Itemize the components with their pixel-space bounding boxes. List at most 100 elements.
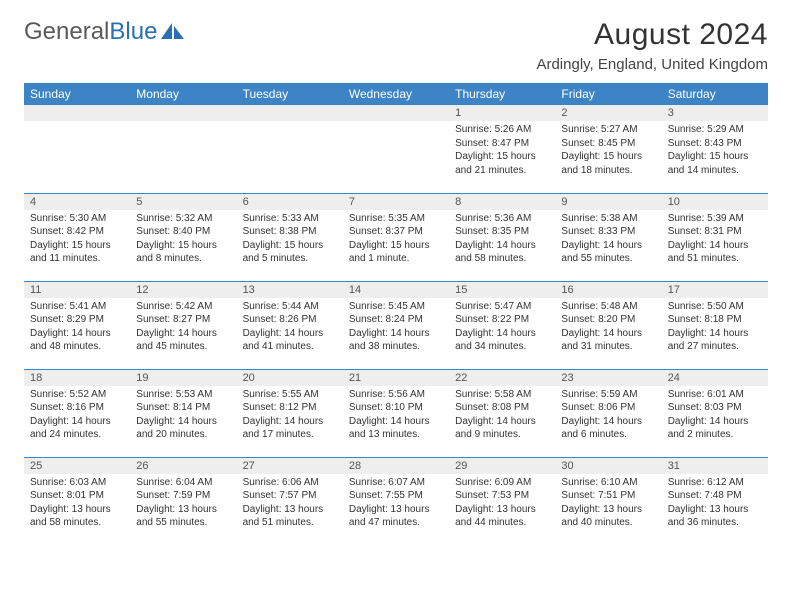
day-details: Sunrise: 5:32 AMSunset: 8:40 PMDaylight:… — [130, 212, 236, 266]
day-details: Sunrise: 5:47 AMSunset: 8:22 PMDaylight:… — [449, 300, 555, 354]
day-number-bar — [237, 105, 343, 121]
daylight-line: Daylight: 14 hours and 6 minutes. — [561, 415, 655, 442]
day-number-bar: 26 — [130, 458, 236, 474]
calendar-cell: 30Sunrise: 6:10 AMSunset: 7:51 PMDayligh… — [555, 457, 661, 545]
daylight-line: Daylight: 14 hours and 45 minutes. — [136, 327, 230, 354]
day-details: Sunrise: 5:59 AMSunset: 8:06 PMDaylight:… — [555, 388, 661, 442]
calendar-cell: 21 Sunrise: 5:56 AMSunset: 8:10 PMDayligh… — [343, 369, 449, 457]
logo-text-2: Blue — [109, 18, 157, 46]
daylight-line: Daylight: 15 hours and 8 minutes. — [136, 239, 230, 266]
sunrise-line: Sunrise: 5:38 AM — [561, 212, 655, 226]
calendar-cell: 6Sunrise: 5:33 AMSunset: 8:38 PMDaylight… — [237, 193, 343, 281]
day-details: Sunrise: 6:03 AMSunset: 8:01 PMDaylight:… — [24, 476, 130, 530]
calendar-cell — [130, 105, 236, 193]
day-number-bar: 16 — [555, 282, 661, 298]
logo-text-1: General — [24, 18, 109, 46]
sunrise-line: Sunrise: 5:45 AM — [349, 300, 443, 314]
sunset-line: Sunset: 8:29 PM — [30, 313, 124, 327]
day-number-bar: 15 — [449, 282, 555, 298]
sunrise-line: Sunrise: 6:03 AM — [30, 476, 124, 490]
calendar-cell: 16 Sunrise: 5:48 AMSunset: 8:20 PMDayligh… — [555, 281, 661, 369]
sunrise-line: Sunrise: 5:39 AM — [668, 212, 762, 226]
calendar-cell: 10 Sunrise: 5:39 AMSunset: 8:31 PMDayligh… — [662, 193, 768, 281]
sunrise-line: Sunrise: 5:36 AM — [455, 212, 549, 226]
day-details: Sunrise: 5:38 AMSunset: 8:33 PMDaylight:… — [555, 212, 661, 266]
calendar-cell: 15 Sunrise: 5:47 AMSunset: 8:22 PMDayligh… — [449, 281, 555, 369]
day-details: Sunrise: 5:35 AMSunset: 8:37 PMDaylight:… — [343, 212, 449, 266]
sunrise-line: Sunrise: 5:33 AM — [243, 212, 337, 226]
day-number-bar: 17 — [662, 282, 768, 298]
calendar-cell: 22Sunrise: 5:58 AMSunset: 8:08 PMDayligh… — [449, 369, 555, 457]
daylight-line: Daylight: 14 hours and 24 minutes. — [30, 415, 124, 442]
day-details: Sunrise: 5:33 AMSunset: 8:38 PMDaylight:… — [237, 212, 343, 266]
sunset-line: Sunset: 8:03 PM — [668, 401, 762, 415]
calendar-cell: 4Sunrise: 5:30 AMSunset: 8:42 PMDaylight… — [24, 193, 130, 281]
day-number-bar: 2 — [555, 105, 661, 121]
day-details: Sunrise: 5:50 AMSunset: 8:18 PMDaylight:… — [662, 300, 768, 354]
day-details: Sunrise: 5:36 AMSunset: 8:35 PMDaylight:… — [449, 212, 555, 266]
sunset-line: Sunset: 8:26 PM — [243, 313, 337, 327]
sunset-line: Sunset: 7:57 PM — [243, 489, 337, 503]
sunset-line: Sunset: 8:43 PM — [668, 137, 762, 151]
calendar-cell: 12Sunrise: 5:42 AMSunset: 8:27 PMDayligh… — [130, 281, 236, 369]
daylight-line: Daylight: 13 hours and 51 minutes. — [243, 503, 337, 530]
day-details: Sunrise: 6:09 AMSunset: 7:53 PMDaylight:… — [449, 476, 555, 530]
sunrise-line: Sunrise: 6:12 AM — [668, 476, 762, 490]
sunset-line: Sunset: 8:12 PM — [243, 401, 337, 415]
month-title: August 2024 — [536, 18, 768, 52]
sunset-line: Sunset: 8:31 PM — [668, 225, 762, 239]
daylight-line: Daylight: 15 hours and 11 minutes. — [30, 239, 124, 266]
sunset-line: Sunset: 8:40 PM — [136, 225, 230, 239]
calendar-cell: 27Sunrise: 6:06 AMSunset: 7:57 PMDayligh… — [237, 457, 343, 545]
sunset-line: Sunset: 8:38 PM — [243, 225, 337, 239]
sunrise-line: Sunrise: 5:32 AM — [136, 212, 230, 226]
sunrise-line: Sunrise: 5:29 AM — [668, 123, 762, 137]
sunrise-line: Sunrise: 5:26 AM — [455, 123, 549, 137]
sunset-line: Sunset: 7:53 PM — [455, 489, 549, 503]
daylight-line: Daylight: 14 hours and 38 minutes. — [349, 327, 443, 354]
day-number-bar: 10 — [662, 194, 768, 210]
sunset-line: Sunset: 7:59 PM — [136, 489, 230, 503]
calendar-cell: 13Sunrise: 5:44 AMSunset: 8:26 PMDayligh… — [237, 281, 343, 369]
calendar-cell: 8Sunrise: 5:36 AMSunset: 8:35 PMDaylight… — [449, 193, 555, 281]
daylight-line: Daylight: 14 hours and 55 minutes. — [561, 239, 655, 266]
calendar-week-row: 4Sunrise: 5:30 AMSunset: 8:42 PMDaylight… — [24, 193, 768, 281]
daylight-line: Daylight: 13 hours and 40 minutes. — [561, 503, 655, 530]
sunset-line: Sunset: 8:01 PM — [30, 489, 124, 503]
sunset-line: Sunset: 8:22 PM — [455, 313, 549, 327]
calendar-cell: 31Sunrise: 6:12 AMSunset: 7:48 PMDayligh… — [662, 457, 768, 545]
sunrise-line: Sunrise: 5:48 AM — [561, 300, 655, 314]
daylight-line: Daylight: 13 hours and 44 minutes. — [455, 503, 549, 530]
sunrise-line: Sunrise: 6:09 AM — [455, 476, 549, 490]
day-details: Sunrise: 5:53 AMSunset: 8:14 PMDaylight:… — [130, 388, 236, 442]
day-number-bar: 24 — [662, 370, 768, 386]
daylight-line: Daylight: 14 hours and 17 minutes. — [243, 415, 337, 442]
daylight-line: Daylight: 13 hours and 58 minutes. — [30, 503, 124, 530]
sunrise-line: Sunrise: 5:59 AM — [561, 388, 655, 402]
calendar-cell: 18Sunrise: 5:52 AMSunset: 8:16 PMDayligh… — [24, 369, 130, 457]
weekday-header: Thursday — [449, 83, 555, 105]
day-number-bar: 19 — [130, 370, 236, 386]
weekday-header: Tuesday — [237, 83, 343, 105]
day-number-bar: 25 — [24, 458, 130, 474]
calendar-week-row: 18Sunrise: 5:52 AMSunset: 8:16 PMDayligh… — [24, 369, 768, 457]
weekday-header: Wednesday — [343, 83, 449, 105]
day-details: Sunrise: 5:56 AMSunset: 8:10 PMDaylight:… — [343, 388, 449, 442]
calendar-cell: 1Sunrise: 5:26 AMSunset: 8:47 PMDaylight… — [449, 105, 555, 193]
daylight-line: Daylight: 14 hours and 41 minutes. — [243, 327, 337, 354]
daylight-line: Daylight: 15 hours and 1 minute. — [349, 239, 443, 266]
day-number-bar — [343, 105, 449, 121]
day-details: Sunrise: 6:04 AMSunset: 7:59 PMDaylight:… — [130, 476, 236, 530]
sunrise-line: Sunrise: 5:56 AM — [349, 388, 443, 402]
calendar-cell: 5Sunrise: 5:32 AMSunset: 8:40 PMDaylight… — [130, 193, 236, 281]
sunset-line: Sunset: 8:24 PM — [349, 313, 443, 327]
day-details: Sunrise: 5:55 AMSunset: 8:12 PMDaylight:… — [237, 388, 343, 442]
calendar-week-row: 1Sunrise: 5:26 AMSunset: 8:47 PMDaylight… — [24, 105, 768, 193]
daylight-line: Daylight: 14 hours and 20 minutes. — [136, 415, 230, 442]
day-number-bar: 21 — [343, 370, 449, 386]
calendar-cell: 19 Sunrise: 5:53 AMSunset: 8:14 PMDayligh… — [130, 369, 236, 457]
calendar-cell: 20Sunrise: 5:55 AMSunset: 8:12 PMDayligh… — [237, 369, 343, 457]
day-details: Sunrise: 5:48 AMSunset: 8:20 PMDaylight:… — [555, 300, 661, 354]
header: GeneralBlue August 2024 Ardingly, Englan… — [24, 18, 768, 73]
daylight-line: Daylight: 14 hours and 51 minutes. — [668, 239, 762, 266]
